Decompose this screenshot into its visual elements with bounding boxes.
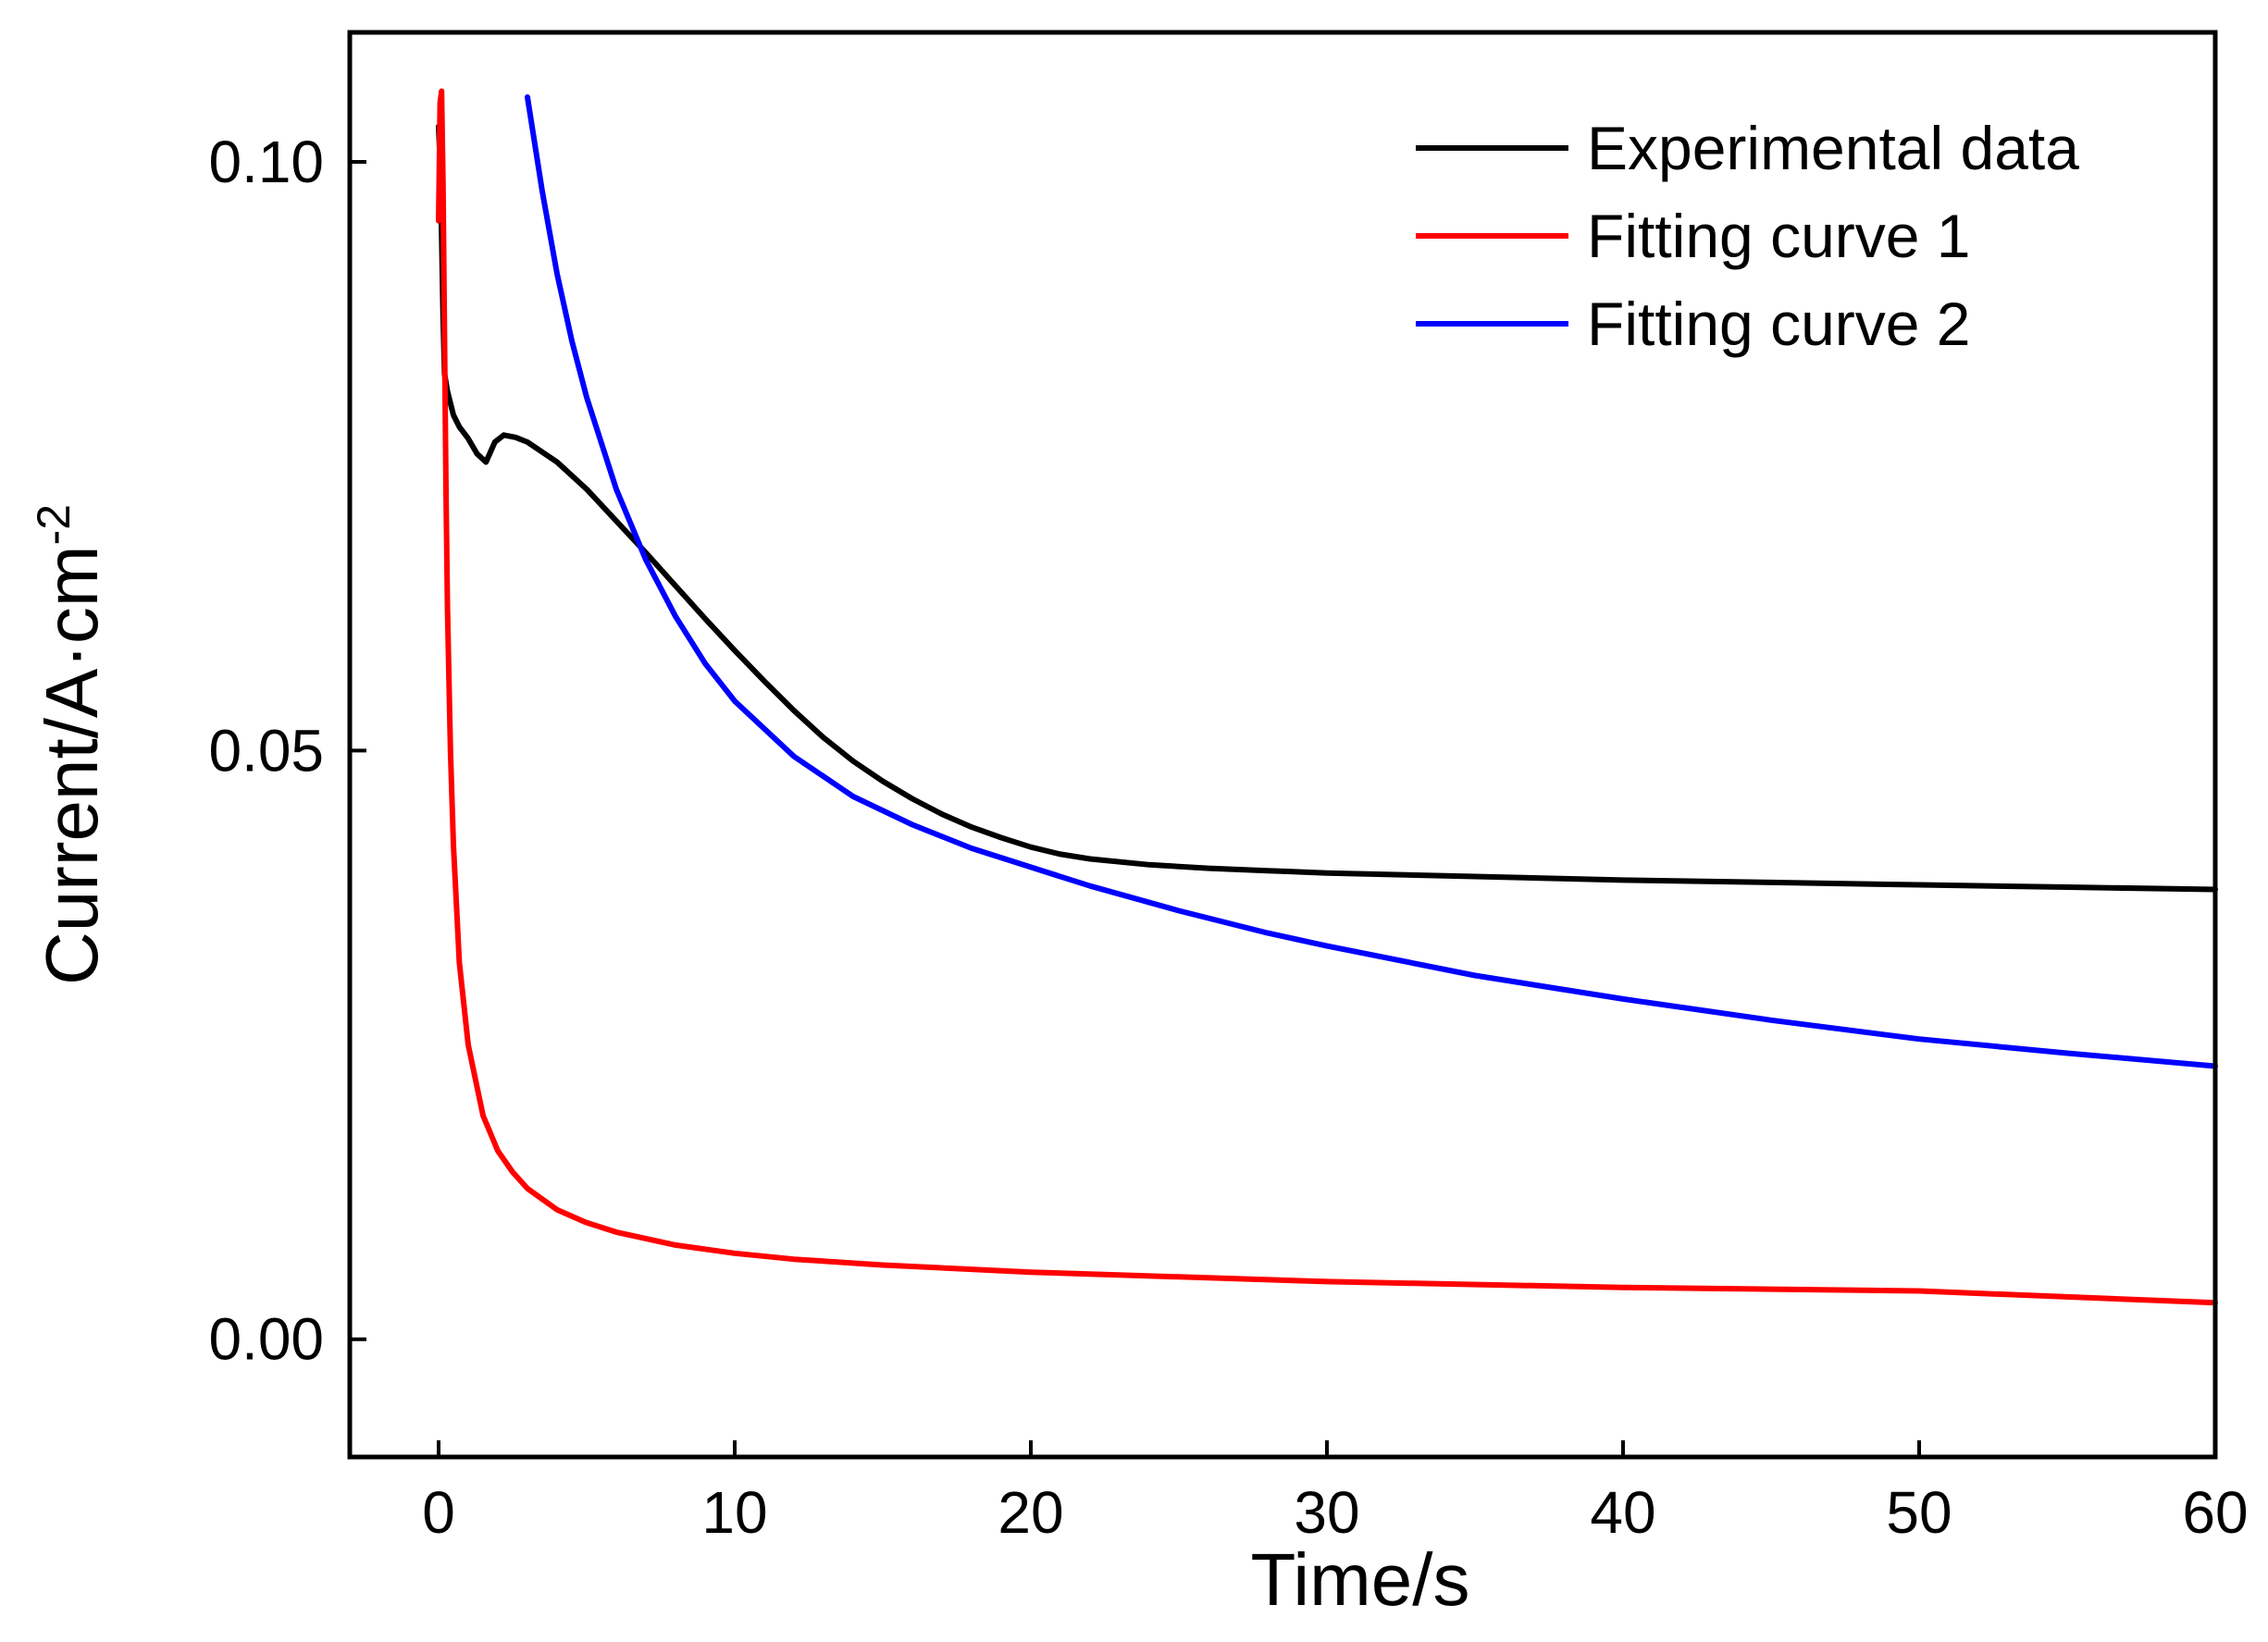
ticks-layer: 0 10 20 30 40 50 60 0.00 0.05 0.10 xyxy=(208,129,2248,1546)
plot-frame xyxy=(347,30,2218,1460)
y-axis-title: Current/A·cm-2 xyxy=(28,504,113,985)
legend-label-experimental: Experimental data xyxy=(1587,114,2079,182)
series-experimental-data xyxy=(436,123,2218,893)
series-fitting-curve-1 xyxy=(436,88,2218,1306)
x-tick-label-20: 20 xyxy=(998,1479,1063,1546)
legend: Experimental data Fitting curve 1 Fittin… xyxy=(1416,114,2079,358)
series-layer xyxy=(436,88,2218,1306)
y-axis-title-superscript: -2 xyxy=(28,504,80,545)
series-fitting-curve-2 xyxy=(525,94,2218,1069)
x-tick-label-60: 60 xyxy=(2182,1479,2248,1546)
x-tick-label-40: 40 xyxy=(1590,1479,1655,1546)
x-tick-label-30: 30 xyxy=(1294,1479,1359,1546)
x-tick-label-0: 0 xyxy=(422,1479,455,1546)
y-tick-label-0: 0.00 xyxy=(208,1306,324,1373)
y-tick-label-2: 0.10 xyxy=(208,129,324,195)
x-tick-label-10: 10 xyxy=(701,1479,767,1546)
y-axis-title-main: Current/A·cm xyxy=(31,545,113,985)
y-tick-label-1: 0.05 xyxy=(208,717,324,784)
legend-label-fitting-1: Fitting curve 1 xyxy=(1587,202,1971,270)
x-tick-label-50: 50 xyxy=(1886,1479,1952,1546)
x-axis-title: Time/s xyxy=(1250,1538,1469,1621)
legend-label-fitting-2: Fitting curve 2 xyxy=(1587,290,1971,358)
